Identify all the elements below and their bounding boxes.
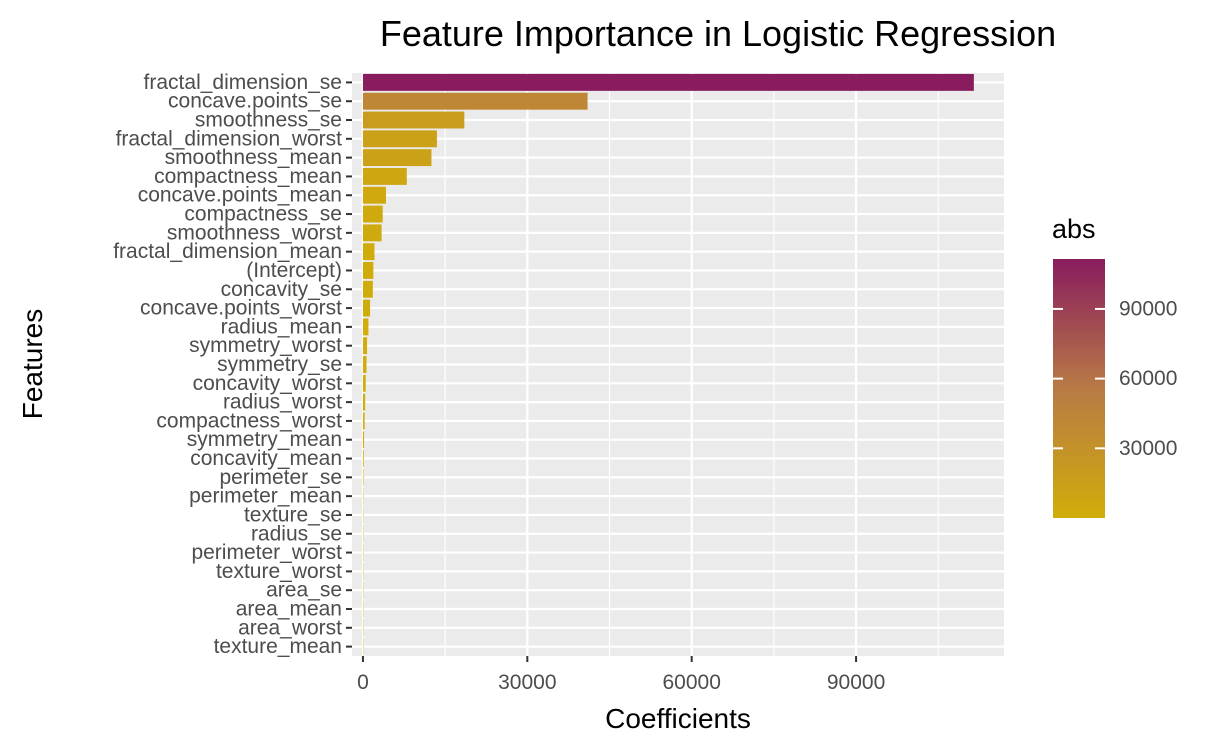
y-tick-label: texture_mean [214,635,342,658]
x-tick-label: 90000 [827,671,885,694]
bar-compactness_se [362,205,383,223]
y-tick-label: radius_mean [221,315,342,338]
y-tick-label: concave.points_mean [138,184,342,207]
y-axis-title: Features [17,309,48,420]
y-tick-label: area_mean [236,597,342,620]
y-tick-label: fractal_dimension_se [144,71,342,94]
bar-(Intercept) [362,262,374,279]
bar-concavity_mean [362,450,364,467]
bar-concave.points_se [362,92,588,110]
bar-concavity_se [362,280,373,298]
y-tick-label: compactness_se [184,203,342,226]
y-tick-label: area_worst [238,616,342,639]
y-tick-label: perimeter_mean [189,485,342,508]
legend-break-label: 90000 [1119,297,1177,320]
y-tick-label: texture_worst [216,560,342,583]
bar-concave.points_worst [362,299,371,317]
y-tick-label: area_se [266,579,342,602]
bars [362,73,974,656]
y-tick-label: concave.points_worst [140,297,342,320]
y-tick-label: perimeter_se [219,466,342,489]
bar-symmetry_worst [362,337,368,355]
y-tick-label: radius_se [251,522,342,545]
y-tick-label: compactness_mean [154,165,342,188]
bar-concavity_worst [362,374,366,392]
y-tick-label: perimeter_worst [191,541,342,564]
chart-title: Feature Importance in Logistic Regressio… [380,13,1056,54]
y-tick-label: radius_worst [223,391,342,414]
legend-colorbar [1053,259,1105,518]
bar-compactness_mean [362,167,407,185]
y-tick-label: concavity_mean [190,447,342,470]
legend-title: abs [1052,214,1096,244]
x-axis-title: Coefficients [605,703,751,734]
legend-break-label: 30000 [1119,437,1177,460]
x-tick-label: 30000 [498,671,556,694]
y-axis: fractal_dimension_seconcave.points_sesmo… [113,71,352,658]
y-tick-label: fractal_dimension_mean [113,240,342,263]
bar-symmetry_mean [362,431,365,449]
y-tick-label: symmetry_mean [187,428,342,451]
y-tick-label: smoothness_mean [165,146,342,169]
y-tick-label: fractal_dimension_worst [116,127,343,150]
x-tick-label: 0 [357,671,369,694]
legend-break-label: 60000 [1119,367,1177,390]
bar-perimeter_se [362,468,364,486]
y-tick-label: compactness_worst [156,409,342,432]
bar-smoothness_mean [362,149,432,167]
y-tick-label: concave.points_se [168,90,342,113]
bar-smoothness_worst [362,224,382,242]
bar-fractal_dimension_mean [362,243,375,261]
bar-radius_mean [362,318,369,336]
bar-fractal_dimension_se [362,73,974,91]
x-tick-label: 60000 [662,671,720,694]
legend-ticks: 30000 60000 90000 [1053,297,1177,460]
y-tick-label: symmetry_se [217,353,342,376]
bar-symmetry_se [362,356,367,373]
y-tick-label: (Intercept) [246,259,342,282]
bar-smoothness_se [362,111,465,129]
bar-compactness_worst [362,412,365,430]
y-tick-label: symmetry_worst [189,334,342,357]
y-tick-label: concavity_se [221,278,342,301]
y-tick-label: texture_se [244,503,342,526]
y-tick-label: concavity_worst [193,372,343,395]
bar-radius_worst [362,393,366,411]
bar-concave.points_mean [362,186,386,204]
y-tick-label: smoothness_se [195,109,342,132]
x-axis: 0 30000 60000 90000 [357,656,885,694]
bar-fractal_dimension_worst [362,130,437,148]
y-tick-label: smoothness_worst [167,221,342,244]
color-legend: abs 30000 60000 90000 [1052,214,1177,518]
